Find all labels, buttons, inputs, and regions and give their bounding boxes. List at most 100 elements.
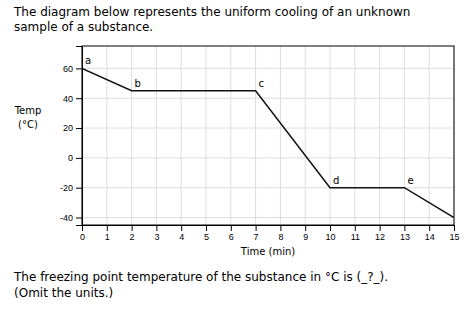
grid-line bbox=[82, 217, 454, 218]
tick: 20 bbox=[63, 123, 82, 133]
tick: -20 bbox=[60, 183, 82, 193]
tick-label: 13 bbox=[400, 232, 410, 242]
tick: 0 bbox=[80, 225, 85, 242]
tick-mark bbox=[76, 98, 82, 99]
tick-label: 60 bbox=[63, 64, 73, 74]
tick-mark bbox=[76, 158, 82, 159]
tick-label: 8 bbox=[278, 232, 283, 242]
tick-mark bbox=[76, 128, 82, 129]
tick: 14 bbox=[425, 225, 435, 242]
tick: 5 bbox=[204, 225, 209, 242]
caption: (Omit the units.) bbox=[14, 286, 113, 300]
grid-line bbox=[429, 46, 430, 225]
grid-line bbox=[404, 46, 405, 225]
tick-label: 15 bbox=[449, 232, 459, 242]
x-axis-label: Time (min) bbox=[240, 246, 295, 257]
line bbox=[82, 68, 454, 217]
tick-label: 11 bbox=[351, 232, 360, 242]
grid-line bbox=[82, 128, 454, 129]
plot: 0123456789101112131415-40-200204060abcde bbox=[60, 46, 460, 242]
tick-mark bbox=[76, 188, 82, 189]
point-label: a bbox=[85, 55, 91, 66]
tick-mark bbox=[330, 225, 331, 231]
tick: 4 bbox=[179, 225, 184, 242]
tick: 0 bbox=[68, 153, 82, 163]
tick-mark bbox=[305, 225, 306, 231]
y-axis: -40 -20 0 20 40 60 bbox=[60, 47, 83, 226]
tick-mark bbox=[280, 225, 281, 231]
tick-mark bbox=[107, 225, 108, 231]
grid bbox=[82, 46, 454, 225]
point-label: b bbox=[135, 78, 141, 89]
axis-line bbox=[76, 47, 83, 226]
y-axis-label: Temp bbox=[14, 105, 42, 116]
tick-mark bbox=[156, 225, 157, 231]
grid-line bbox=[379, 46, 380, 225]
tick-mark bbox=[256, 225, 257, 231]
tick-mark bbox=[429, 225, 430, 231]
tick-mark bbox=[454, 225, 455, 231]
grid-line bbox=[280, 46, 281, 225]
tick-label: 4 bbox=[179, 232, 184, 242]
grid-line bbox=[181, 46, 182, 225]
tick-mark bbox=[181, 225, 182, 231]
title: sample of a substance. bbox=[14, 20, 153, 34]
grid-line bbox=[230, 46, 231, 225]
axis-line bbox=[83, 226, 455, 232]
x-axis: 0123456789101112131415 bbox=[80, 225, 460, 242]
grid-line bbox=[206, 46, 207, 225]
grid-line bbox=[106, 46, 107, 225]
tick: 12 bbox=[375, 225, 385, 242]
grid-line bbox=[156, 46, 157, 225]
plot-frame bbox=[82, 46, 454, 225]
tick-mark bbox=[231, 225, 232, 231]
tick: 8 bbox=[278, 225, 283, 242]
tick: 7 bbox=[254, 225, 259, 242]
tick: 3 bbox=[154, 225, 159, 242]
tick: 13 bbox=[400, 225, 410, 242]
grid-line bbox=[354, 46, 355, 225]
caption: The freezing point temperature of the su… bbox=[13, 270, 388, 284]
tick: 9 bbox=[303, 225, 308, 242]
grid-line bbox=[82, 157, 454, 158]
tick-mark bbox=[355, 225, 356, 231]
tick: 1 bbox=[105, 225, 110, 242]
tick-mark bbox=[380, 225, 381, 231]
tick-label: 7 bbox=[254, 232, 259, 242]
tick-label: -40 bbox=[60, 213, 73, 223]
point-label: c bbox=[259, 78, 265, 89]
tick: 11 bbox=[351, 225, 360, 242]
tick-label: 9 bbox=[303, 232, 308, 242]
grid-line bbox=[82, 98, 454, 99]
marks bbox=[82, 68, 454, 217]
tick: 40 bbox=[63, 94, 82, 104]
tick-label: 20 bbox=[63, 123, 73, 133]
tick-label: 0 bbox=[80, 232, 85, 242]
tick-mark bbox=[132, 225, 133, 231]
grid-line bbox=[82, 68, 454, 69]
tick-mark bbox=[404, 225, 405, 231]
tick: 60 bbox=[63, 64, 82, 74]
grid-line bbox=[131, 46, 132, 225]
tick-label: 10 bbox=[325, 232, 335, 242]
y-axis-label: (°C) bbox=[18, 119, 38, 130]
point-label: e bbox=[407, 175, 413, 186]
tick: 15 bbox=[449, 225, 459, 242]
tick: 2 bbox=[130, 225, 135, 242]
tick-label: -20 bbox=[60, 183, 73, 193]
tick: 10 bbox=[325, 225, 335, 242]
tick-label: 3 bbox=[154, 232, 159, 242]
grid-line bbox=[255, 46, 256, 225]
grid-line bbox=[330, 46, 331, 225]
tick-label: 0 bbox=[68, 153, 73, 163]
tick: 6 bbox=[229, 225, 234, 242]
tick-mark bbox=[76, 68, 82, 69]
point-label: d bbox=[333, 175, 339, 186]
grid-line bbox=[305, 46, 306, 225]
chart: The diagram below represents the uniform… bbox=[0, 0, 474, 319]
tick-mark bbox=[76, 218, 82, 219]
tick-label: 14 bbox=[425, 232, 435, 242]
tick: -40 bbox=[60, 213, 82, 223]
tick-label: 12 bbox=[375, 232, 385, 242]
title: The diagram below represents the uniform… bbox=[13, 5, 410, 19]
